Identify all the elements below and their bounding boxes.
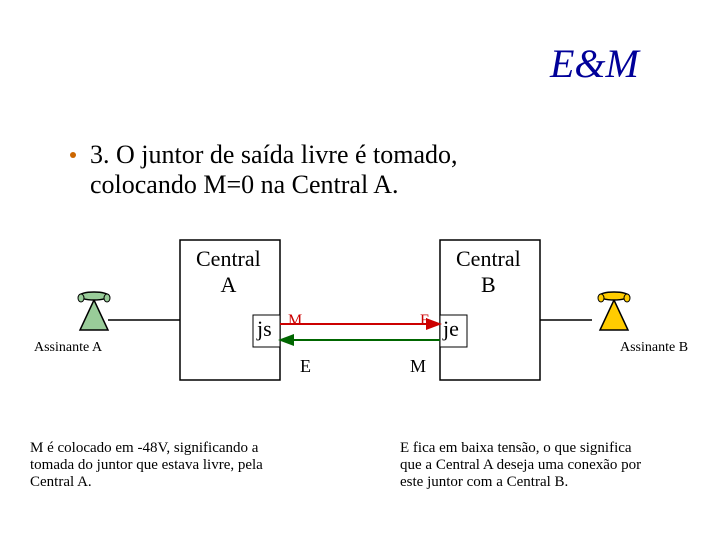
assinante-b-label: Assinante B xyxy=(620,340,688,356)
assinante-a-label: Assinante A xyxy=(34,340,102,356)
central-a-label: Central A xyxy=(196,246,261,298)
footnote-b-l2: que a Central A deseja uma conexão por xyxy=(400,457,641,473)
central-a-label-2: A xyxy=(220,272,236,297)
m-below-label-text: M xyxy=(410,356,426,376)
m-top-label: M xyxy=(288,312,302,330)
e-top-label-text: E xyxy=(420,312,430,329)
m-below-label: M xyxy=(410,356,426,377)
e-below-label-text: E xyxy=(300,356,311,376)
je-label-text: je xyxy=(443,316,459,341)
footnote-a: M é colocado em -48V, significando a tom… xyxy=(30,440,263,491)
central-a-label-1: Central xyxy=(196,246,261,271)
footnote-b: E fica em baixa tensão, o que significa … xyxy=(400,440,641,491)
assinante-a-text: Assinante A xyxy=(34,340,102,355)
central-b-label: Central B xyxy=(456,246,521,298)
e-top-label: E xyxy=(420,312,430,330)
js-label: js xyxy=(257,316,272,342)
js-label-text: js xyxy=(257,316,272,341)
central-b-label-2: B xyxy=(481,272,496,297)
footnote-a-l2: tomada do juntor que estava livre, pela xyxy=(30,457,263,473)
phone-a-icon xyxy=(78,292,110,330)
footnote-b-l1: E fica em baixa tensão, o que significa xyxy=(400,440,632,456)
assinante-b-text: Assinante B xyxy=(620,340,688,355)
phone-b-icon xyxy=(598,292,630,330)
je-label: je xyxy=(443,316,459,342)
footnote-a-l3: Central A. xyxy=(30,474,92,490)
e-below-label: E xyxy=(300,356,311,377)
footnote-a-l1: M é colocado em -48V, significando a xyxy=(30,440,258,456)
footnote-b-l3: este juntor com a Central B. xyxy=(400,474,568,490)
m-top-label-text: M xyxy=(288,312,302,329)
central-b-label-1: Central xyxy=(456,246,521,271)
